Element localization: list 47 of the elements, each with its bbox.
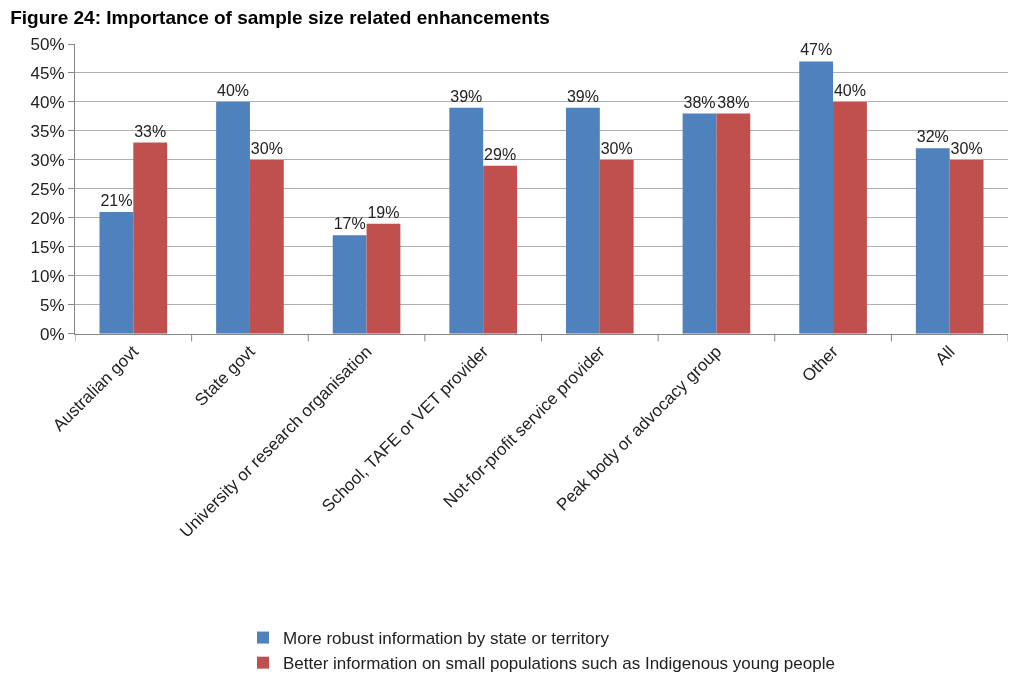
bar bbox=[449, 107, 484, 334]
bar bbox=[799, 61, 834, 334]
bar bbox=[249, 159, 284, 334]
legend-label: More robust information by state or territory bbox=[283, 629, 610, 649]
y-tick-label: 15% bbox=[30, 237, 65, 257]
data-label: 30% bbox=[250, 139, 283, 157]
bar bbox=[915, 148, 950, 334]
data-label: 40% bbox=[833, 81, 866, 99]
y-tick-label: 5% bbox=[40, 295, 65, 315]
data-label: 30% bbox=[600, 139, 633, 157]
bar bbox=[599, 159, 634, 334]
bar bbox=[833, 101, 867, 334]
data-label: 47% bbox=[800, 41, 833, 59]
bar bbox=[332, 235, 367, 334]
y-tick-label: 35% bbox=[30, 121, 65, 141]
data-label: 39% bbox=[566, 87, 599, 105]
chart-title: Figure 24: Importance of sample size related enhancements bbox=[10, 6, 550, 28]
data-label: 40% bbox=[217, 81, 250, 99]
data-label: 30% bbox=[950, 139, 983, 157]
y-tick-label: 30% bbox=[30, 150, 65, 170]
y-tick-label: 0% bbox=[40, 324, 65, 344]
bar bbox=[565, 107, 600, 334]
bar bbox=[682, 113, 717, 334]
x-tick-label: All bbox=[931, 342, 959, 369]
data-label: 32% bbox=[916, 128, 949, 146]
bar bbox=[366, 223, 401, 334]
y-tick-label: 45% bbox=[30, 63, 65, 83]
data-label: 39% bbox=[450, 87, 483, 105]
data-label: 19% bbox=[367, 203, 400, 221]
bar bbox=[716, 113, 751, 334]
y-tick-label: 25% bbox=[30, 179, 65, 199]
bar bbox=[949, 159, 984, 334]
bar bbox=[99, 212, 134, 334]
y-tick-label: 10% bbox=[30, 266, 65, 286]
y-tick-label: 20% bbox=[30, 208, 65, 228]
y-tick-label: 40% bbox=[30, 92, 65, 112]
bar bbox=[483, 165, 518, 334]
data-label: 29% bbox=[484, 145, 517, 163]
data-label: 38% bbox=[717, 93, 750, 111]
data-label: 21% bbox=[100, 192, 133, 210]
y-tick-label: 50% bbox=[30, 34, 65, 54]
legend-label: Better information on small populations such as Indigenous young people bbox=[283, 654, 835, 674]
bar bbox=[133, 142, 168, 334]
data-label: 38% bbox=[683, 93, 716, 111]
data-label: 17% bbox=[333, 215, 366, 233]
bar bbox=[216, 101, 250, 334]
data-label: 33% bbox=[134, 122, 167, 140]
